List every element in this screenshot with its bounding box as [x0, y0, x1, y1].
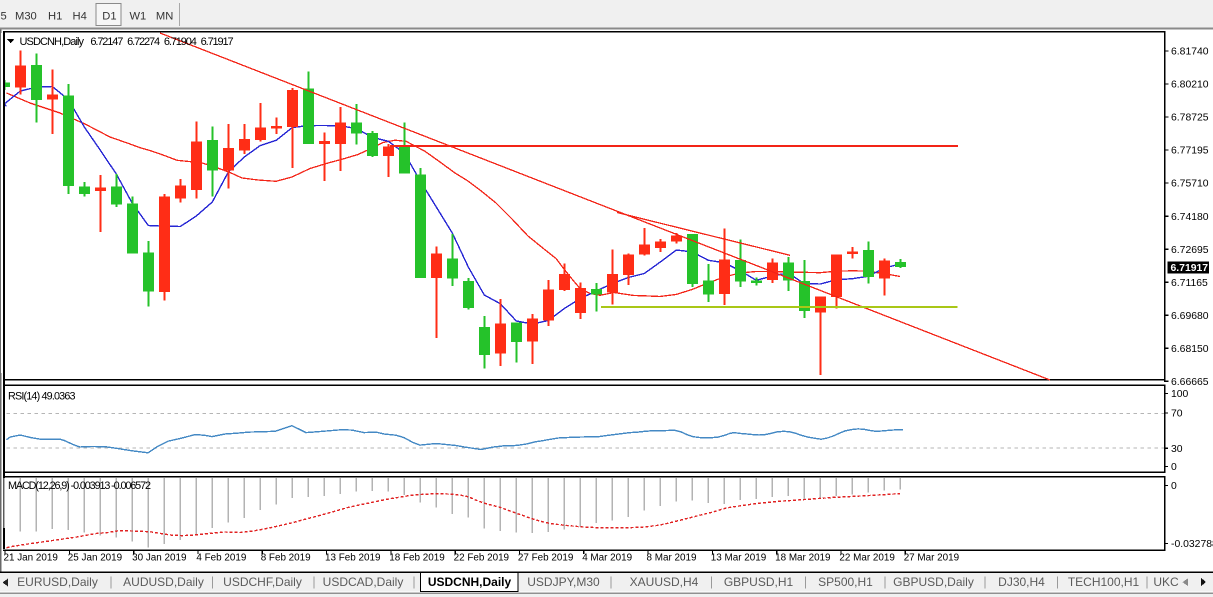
svg-text:18 Mar 2019: 18 Mar 2019 — [775, 553, 831, 564]
svg-text:USDCNH,Daily: USDCNH,Daily — [428, 575, 512, 589]
svg-text:6.72695: 6.72695 — [1171, 245, 1209, 256]
svg-text:13 Feb 2019: 13 Feb 2019 — [325, 553, 381, 564]
svg-text:W1: W1 — [130, 10, 147, 22]
svg-text:H1: H1 — [48, 10, 62, 22]
svg-text:H4: H4 — [73, 10, 87, 22]
svg-text:22 Mar 2019: 22 Mar 2019 — [839, 553, 895, 564]
svg-text:30: 30 — [1171, 444, 1183, 455]
svg-text:TECH100,H1: TECH100,H1 — [1068, 575, 1140, 589]
svg-text:13 Mar 2019: 13 Mar 2019 — [711, 553, 767, 564]
svg-text:4 Feb 2019: 4 Feb 2019 — [196, 553, 246, 564]
svg-text:6.81740: 6.81740 — [1171, 47, 1209, 58]
svg-text:USDCAD,Daily: USDCAD,Daily — [323, 575, 404, 589]
svg-text:30 Jan 2019: 30 Jan 2019 — [132, 553, 187, 564]
svg-text:21 Jan 2019: 21 Jan 2019 — [4, 553, 59, 564]
svg-text:USDJPY,M30: USDJPY,M30 — [527, 575, 600, 589]
svg-text:0: 0 — [1171, 462, 1177, 473]
svg-text:6.74180: 6.74180 — [1171, 212, 1209, 223]
svg-text:6.66665: 6.66665 — [1171, 377, 1209, 388]
svg-text:22 Feb 2019: 22 Feb 2019 — [454, 553, 510, 564]
svg-text:AUDUSD,Daily: AUDUSD,Daily — [123, 575, 204, 589]
svg-text:6.69680: 6.69680 — [1171, 311, 1209, 322]
svg-text:0: 0 — [1171, 481, 1177, 492]
svg-text:EURUSD,Daily: EURUSD,Daily — [17, 575, 98, 589]
svg-text:100: 100 — [1171, 389, 1189, 400]
svg-text:6.71165: 6.71165 — [1171, 278, 1208, 289]
svg-text:18 Feb 2019: 18 Feb 2019 — [389, 553, 445, 564]
svg-text:8 Mar 2019: 8 Mar 2019 — [647, 553, 697, 564]
svg-text:-0.032788: -0.032788 — [1171, 539, 1213, 550]
svg-text:6.78725: 6.78725 — [1171, 113, 1209, 124]
svg-text:RSI(14) 49.0363: RSI(14) 49.0363 — [8, 390, 76, 402]
svg-text:4 Mar 2019: 4 Mar 2019 — [582, 553, 632, 564]
svg-text:6.71904: 6.71904 — [164, 36, 197, 48]
svg-text:USDCNH,Daily: USDCNH,Daily — [20, 36, 85, 48]
svg-text:UKC: UKC — [1153, 575, 1179, 589]
svg-text:6.72274: 6.72274 — [127, 36, 160, 48]
svg-text:XAUUSD,H4: XAUUSD,H4 — [630, 575, 699, 589]
svg-text:70: 70 — [1171, 409, 1183, 420]
svg-text:8 Feb 2019: 8 Feb 2019 — [261, 553, 311, 564]
svg-text:USDCHF,Daily: USDCHF,Daily — [223, 575, 302, 589]
svg-text:6.75710: 6.75710 — [1171, 179, 1209, 190]
svg-text:M30: M30 — [15, 10, 37, 22]
svg-text:5: 5 — [1, 10, 7, 22]
svg-text:27 Feb 2019: 27 Feb 2019 — [518, 553, 574, 564]
svg-text:6.72147: 6.72147 — [90, 36, 123, 48]
svg-text:25 Jan 2019: 25 Jan 2019 — [68, 553, 123, 564]
svg-text:6.71917: 6.71917 — [201, 36, 234, 48]
svg-text:GBPUSD,H1: GBPUSD,H1 — [724, 575, 794, 589]
svg-text:MN: MN — [156, 10, 173, 22]
svg-text:SP500,H1: SP500,H1 — [818, 575, 873, 589]
svg-text:D1: D1 — [102, 10, 116, 22]
svg-text:DJ30,H4: DJ30,H4 — [998, 575, 1045, 589]
svg-text:6.71917: 6.71917 — [1171, 263, 1209, 274]
svg-text:27 Mar 2019: 27 Mar 2019 — [904, 553, 960, 564]
svg-text:MACD(12,26,9) -0.003913 -0.006: MACD(12,26,9) -0.003913 -0.006572 — [8, 480, 151, 492]
svg-text:6.68150: 6.68150 — [1171, 344, 1209, 355]
svg-text:GBPUSD,Daily: GBPUSD,Daily — [893, 575, 974, 589]
svg-text:6.80210: 6.80210 — [1171, 80, 1209, 91]
svg-text:6.77195: 6.77195 — [1171, 146, 1209, 157]
